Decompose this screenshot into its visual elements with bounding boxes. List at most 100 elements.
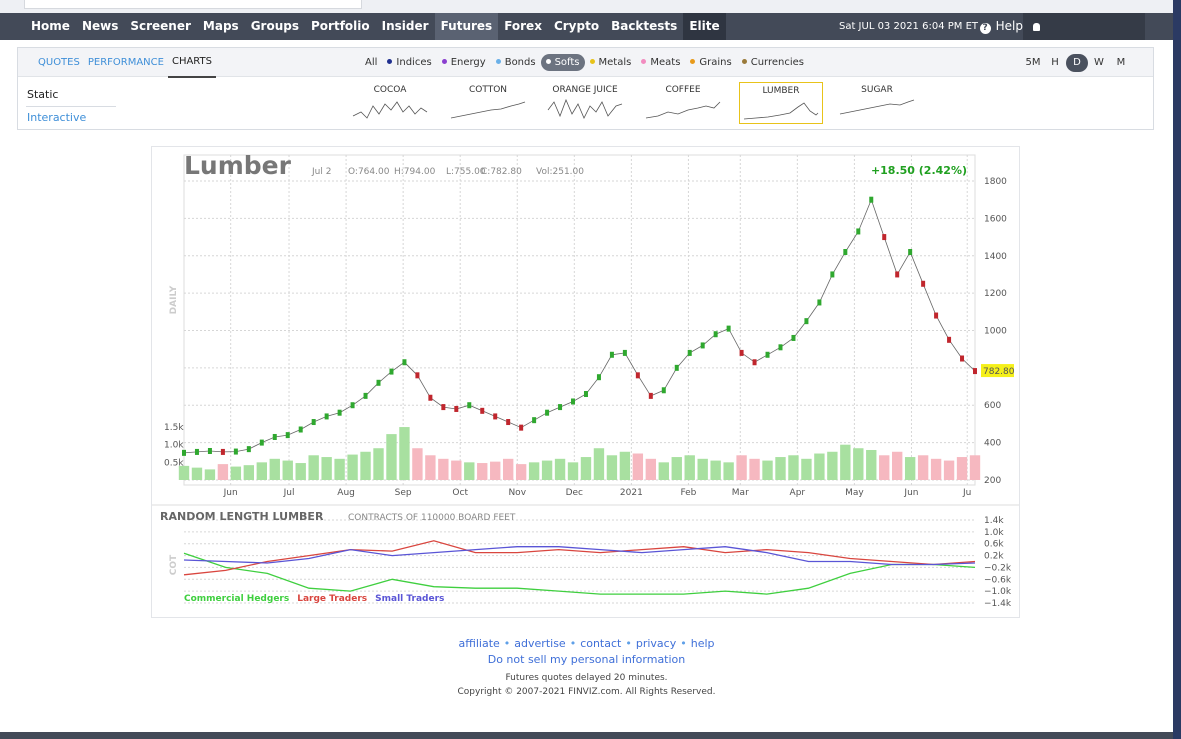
thumbnail[interactable]: COCOA [349, 82, 431, 122]
thumbnail[interactable]: COTTON [447, 82, 529, 122]
nav-user[interactable]: 9cindywang999 [1023, 13, 1145, 60]
candle [194, 448, 199, 455]
group[interactable]: Metals [585, 54, 637, 71]
group[interactable]: Grains [685, 54, 736, 71]
nav-item[interactable]: Futures [434, 13, 499, 40]
timeframe[interactable]: 5M [1025, 57, 1041, 68]
volume-bar [723, 462, 734, 480]
nav-item[interactable]: Home [31, 19, 70, 33]
separator: • [569, 637, 577, 650]
candle [700, 342, 705, 349]
volume-bar [425, 455, 436, 480]
nav-item[interactable]: News [81, 19, 119, 33]
timeframe[interactable]: H [1051, 57, 1059, 68]
volume-bar [814, 453, 825, 480]
x-tick-label: Jul [283, 488, 295, 498]
candle [973, 368, 977, 375]
group-label: Grains [699, 57, 732, 68]
footer-link[interactable]: advertise [514, 637, 566, 650]
y-tick-label: −1.0k [984, 587, 1012, 597]
y-tick-label: 1000 [984, 326, 1007, 336]
group[interactable]: Currencies [737, 54, 809, 71]
y-tick-label: 1200 [984, 289, 1007, 299]
legend-entry: Large Traders [297, 594, 367, 604]
price-tag-bg [981, 364, 1014, 378]
nav-item[interactable]: Insider [381, 19, 429, 33]
footer-dns[interactable]: Do not sell my personal information [487, 653, 686, 666]
group[interactable]: All [360, 54, 382, 71]
nav-item[interactable]: Screener [130, 19, 191, 33]
candle [506, 419, 511, 426]
candle [376, 379, 381, 386]
x-tick-label: 2021 [620, 488, 643, 498]
candle [311, 419, 316, 426]
timeframe[interactable]: D [1066, 54, 1088, 72]
volume-bar [464, 462, 475, 480]
timeframe[interactable]: W [1094, 57, 1104, 68]
candle [960, 355, 965, 362]
group[interactable]: Indices [382, 54, 436, 71]
group-label: Bonds [504, 57, 536, 68]
y-tick-label: 400 [984, 439, 1001, 449]
cot-line [183, 546, 976, 566]
candle [220, 448, 225, 455]
candle [908, 249, 913, 256]
volume-bar [671, 457, 682, 480]
nav-items: Home News Screener Maps Groups Portfolio Insid… [25, 13, 726, 40]
ohlc-text: Jul 2 [311, 167, 331, 177]
group[interactable]: Bonds [491, 54, 541, 71]
nav-item[interactable]: Forex [504, 19, 542, 33]
volume-bar [412, 448, 423, 480]
thumbnail[interactable]: LUMBER [739, 82, 823, 124]
chart-mode[interactable]: Interactive [27, 111, 87, 124]
nav-item[interactable]: Crypto [553, 19, 600, 33]
volume-bar [879, 455, 890, 480]
volume-bar [204, 469, 216, 480]
x-tick-label: Jun [223, 488, 238, 498]
group[interactable]: Softs [540, 54, 585, 71]
thumbnail[interactable]: SUGAR [836, 82, 918, 122]
search-box[interactable] [24, 0, 362, 9]
volume-bar [593, 448, 605, 480]
footer-link[interactable]: affiliate [458, 637, 500, 650]
volume-bar [528, 462, 540, 480]
timeframe[interactable]: M [1116, 57, 1126, 68]
tab[interactable]: CHARTS [167, 48, 216, 78]
group-label: Metals [598, 57, 632, 68]
thumbnail[interactable]: ORANGE JUICE [544, 82, 626, 122]
nav-help[interactable]: Help [980, 13, 1023, 40]
volume-bar [269, 458, 280, 480]
footer-link[interactable]: privacy [635, 637, 677, 650]
nav-item[interactable]: Maps [202, 19, 239, 33]
candle [207, 447, 212, 454]
tab[interactable]: PERFORMANCE [87, 57, 164, 68]
price-tag: 782.80 [983, 367, 1015, 377]
candle [441, 404, 446, 411]
ohlc-text: Vol:251.00 [536, 167, 584, 177]
volume-bar [282, 460, 293, 480]
y-tick-label: 200 [984, 476, 1001, 486]
group[interactable]: Energy [437, 54, 491, 71]
group-dot [387, 59, 393, 64]
volume-bar [567, 462, 579, 480]
candle [791, 334, 796, 341]
volume-bar [658, 462, 669, 480]
candle [635, 372, 640, 379]
thumbnail[interactable]: COFFEE [642, 82, 724, 122]
candle [571, 398, 576, 405]
nav-item[interactable]: Backtests [611, 19, 678, 33]
sparkline-path [743, 102, 819, 120]
candle [661, 387, 666, 394]
group[interactable]: Meats [636, 54, 685, 71]
nav-item[interactable]: Elite [683, 13, 726, 40]
bottom-bar [0, 732, 1173, 739]
candle [285, 432, 290, 439]
footer-link[interactable]: help [690, 637, 715, 650]
footer-link[interactable]: contact [580, 637, 622, 650]
nav-item[interactable]: Portfolio [311, 19, 370, 33]
x-tick-label: Jun [903, 488, 918, 498]
nav-item[interactable]: Groups [250, 19, 299, 33]
volume-bar [580, 457, 592, 480]
tab[interactable]: QUOTES [38, 57, 80, 68]
chart-mode[interactable]: Static [26, 84, 116, 107]
